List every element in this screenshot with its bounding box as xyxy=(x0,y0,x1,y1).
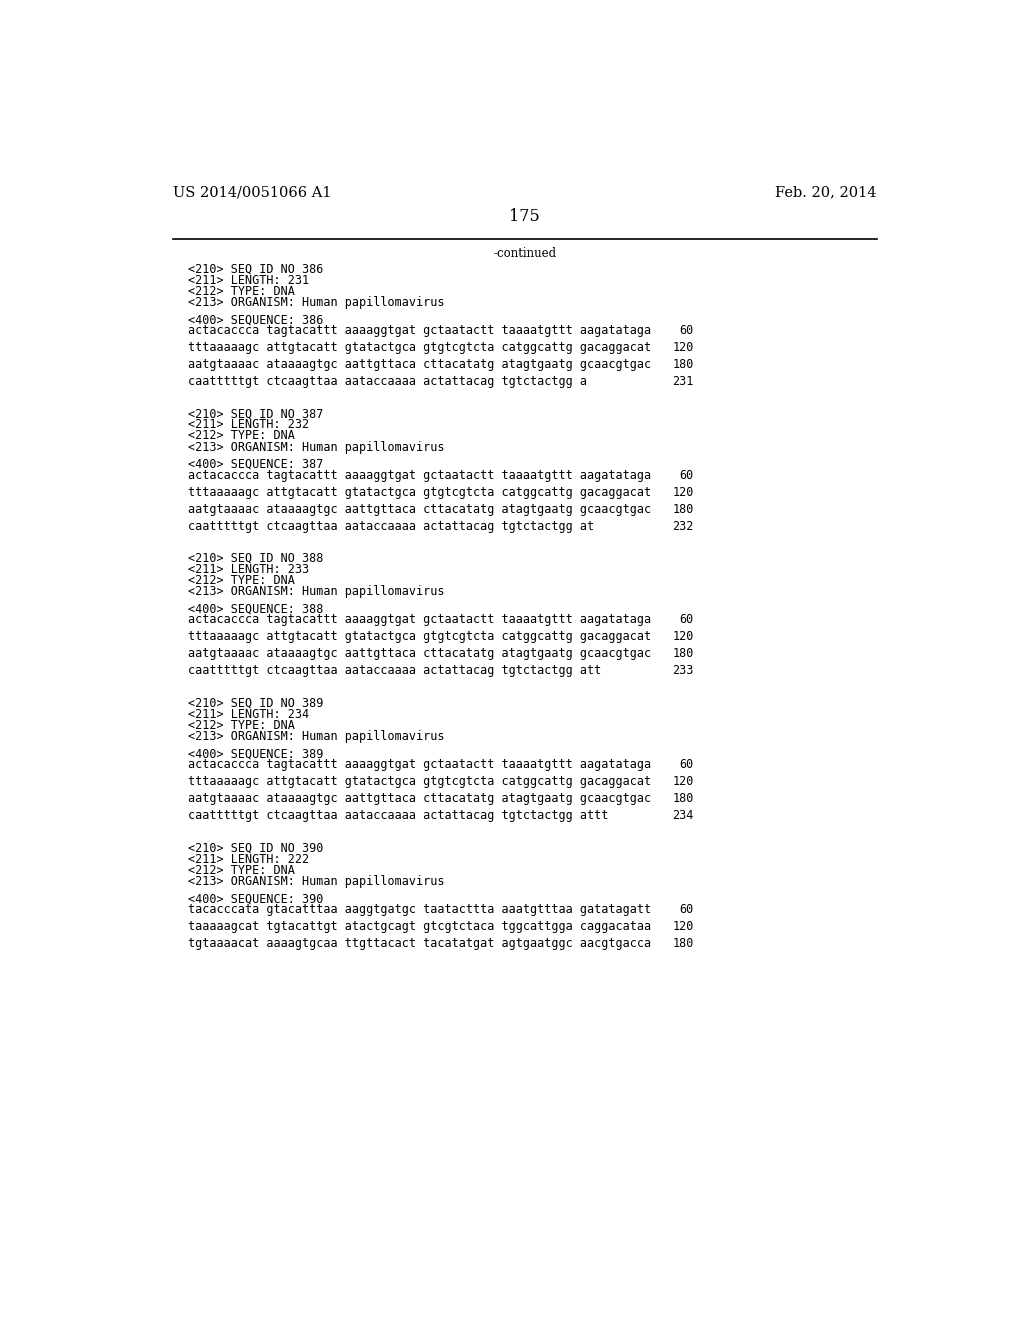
Text: <212> TYPE: DNA: <212> TYPE: DNA xyxy=(188,285,295,298)
Text: actacaccca tagtacattt aaaaggtgat gctaatactt taaaatgttt aagatataga: actacaccca tagtacattt aaaaggtgat gctaata… xyxy=(188,469,651,482)
Text: <213> ORGANISM: Human papillomavirus: <213> ORGANISM: Human papillomavirus xyxy=(188,441,445,454)
Text: <212> TYPE: DNA: <212> TYPE: DNA xyxy=(188,719,295,733)
Text: 60: 60 xyxy=(680,614,693,627)
Text: 234: 234 xyxy=(673,809,693,822)
Text: tttaaaaagc attgtacatt gtatactgca gtgtcgtcta catggcattg gacaggacat: tttaaaaagc attgtacatt gtatactgca gtgtcgt… xyxy=(188,486,651,499)
Text: 233: 233 xyxy=(673,664,693,677)
Text: caatttttgt ctcaagttaa aataccaaaa actattacag tgtctactgg a: caatttttgt ctcaagttaa aataccaaaa actatta… xyxy=(188,375,588,388)
Text: -continued: -continued xyxy=(494,247,556,260)
Text: <400> SEQUENCE: 389: <400> SEQUENCE: 389 xyxy=(188,747,324,760)
Text: 120: 120 xyxy=(673,631,693,643)
Text: 60: 60 xyxy=(680,758,693,771)
Text: <210> SEQ ID NO 389: <210> SEQ ID NO 389 xyxy=(188,697,324,710)
Text: actacaccca tagtacattt aaaaggtgat gctaatactt taaaatgttt aagatataga: actacaccca tagtacattt aaaaggtgat gctaata… xyxy=(188,614,651,627)
Text: <210> SEQ ID NO 390: <210> SEQ ID NO 390 xyxy=(188,841,324,854)
Text: 60: 60 xyxy=(680,903,693,916)
Text: 120: 120 xyxy=(673,920,693,933)
Text: <211> LENGTH: 233: <211> LENGTH: 233 xyxy=(188,564,309,576)
Text: actacaccca tagtacattt aaaaggtgat gctaatactt taaaatgttt aagatataga: actacaccca tagtacattt aaaaggtgat gctaata… xyxy=(188,323,651,337)
Text: <213> ORGANISM: Human papillomavirus: <213> ORGANISM: Human papillomavirus xyxy=(188,875,445,888)
Text: 175: 175 xyxy=(509,209,541,226)
Text: 180: 180 xyxy=(673,792,693,805)
Text: tacacccata gtacatttaa aaggtgatgc taatacttta aaatgtttaa gatatagatt: tacacccata gtacatttaa aaggtgatgc taatact… xyxy=(188,903,651,916)
Text: aatgtaaaac ataaaagtgc aattgttaca cttacatatg atagtgaatg gcaacgtgac: aatgtaaaac ataaaagtgc aattgttaca cttacat… xyxy=(188,792,651,805)
Text: caatttttgt ctcaagttaa aataccaaaa actattacag tgtctactgg attt: caatttttgt ctcaagttaa aataccaaaa actatta… xyxy=(188,809,609,822)
Text: aatgtaaaac ataaaagtgc aattgttaca cttacatatg atagtgaatg gcaacgtgac: aatgtaaaac ataaaagtgc aattgttaca cttacat… xyxy=(188,503,651,516)
Text: tttaaaaagc attgtacatt gtatactgca gtgtcgtcta catggcattg gacaggacat: tttaaaaagc attgtacatt gtatactgca gtgtcgt… xyxy=(188,775,651,788)
Text: taaaaagcat tgtacattgt atactgcagt gtcgtctaca tggcattgga caggacataa: taaaaagcat tgtacattgt atactgcagt gtcgtct… xyxy=(188,920,651,933)
Text: caatttttgt ctcaagttaa aataccaaaa actattacag tgtctactgg at: caatttttgt ctcaagttaa aataccaaaa actatta… xyxy=(188,520,595,532)
Text: <213> ORGANISM: Human papillomavirus: <213> ORGANISM: Human papillomavirus xyxy=(188,296,445,309)
Text: <400> SEQUENCE: 390: <400> SEQUENCE: 390 xyxy=(188,892,324,906)
Text: 120: 120 xyxy=(673,775,693,788)
Text: actacaccca tagtacattt aaaaggtgat gctaatactt taaaatgttt aagatataga: actacaccca tagtacattt aaaaggtgat gctaata… xyxy=(188,758,651,771)
Text: 120: 120 xyxy=(673,486,693,499)
Text: 60: 60 xyxy=(680,469,693,482)
Text: <212> TYPE: DNA: <212> TYPE: DNA xyxy=(188,863,295,876)
Text: <210> SEQ ID NO 386: <210> SEQ ID NO 386 xyxy=(188,263,324,276)
Text: <211> LENGTH: 231: <211> LENGTH: 231 xyxy=(188,273,309,286)
Text: <211> LENGTH: 234: <211> LENGTH: 234 xyxy=(188,708,309,721)
Text: 231: 231 xyxy=(673,375,693,388)
Text: 180: 180 xyxy=(673,937,693,950)
Text: <212> TYPE: DNA: <212> TYPE: DNA xyxy=(188,574,295,587)
Text: 180: 180 xyxy=(673,358,693,371)
Text: 180: 180 xyxy=(673,503,693,516)
Text: <210> SEQ ID NO 388: <210> SEQ ID NO 388 xyxy=(188,552,324,565)
Text: caatttttgt ctcaagttaa aataccaaaa actattacag tgtctactgg att: caatttttgt ctcaagttaa aataccaaaa actatta… xyxy=(188,664,602,677)
Text: 120: 120 xyxy=(673,341,693,354)
Text: aatgtaaaac ataaaagtgc aattgttaca cttacatatg atagtgaatg gcaacgtgac: aatgtaaaac ataaaagtgc aattgttaca cttacat… xyxy=(188,647,651,660)
Text: tttaaaaagc attgtacatt gtatactgca gtgtcgtcta catggcattg gacaggacat: tttaaaaagc attgtacatt gtatactgca gtgtcgt… xyxy=(188,341,651,354)
Text: <213> ORGANISM: Human papillomavirus: <213> ORGANISM: Human papillomavirus xyxy=(188,585,445,598)
Text: 60: 60 xyxy=(680,323,693,337)
Text: aatgtaaaac ataaaagtgc aattgttaca cttacatatg atagtgaatg gcaacgtgac: aatgtaaaac ataaaagtgc aattgttaca cttacat… xyxy=(188,358,651,371)
Text: tttaaaaagc attgtacatt gtatactgca gtgtcgtcta catggcattg gacaggacat: tttaaaaagc attgtacatt gtatactgca gtgtcgt… xyxy=(188,631,651,643)
Text: <400> SEQUENCE: 388: <400> SEQUENCE: 388 xyxy=(188,603,324,615)
Text: US 2014/0051066 A1: US 2014/0051066 A1 xyxy=(173,185,332,199)
Text: 232: 232 xyxy=(673,520,693,532)
Text: <212> TYPE: DNA: <212> TYPE: DNA xyxy=(188,429,295,442)
Text: tgtaaaacat aaaagtgcaa ttgttacact tacatatgat agtgaatggc aacgtgacca: tgtaaaacat aaaagtgcaa ttgttacact tacatat… xyxy=(188,937,651,950)
Text: <400> SEQUENCE: 386: <400> SEQUENCE: 386 xyxy=(188,313,324,326)
Text: <211> LENGTH: 222: <211> LENGTH: 222 xyxy=(188,853,309,866)
Text: <213> ORGANISM: Human papillomavirus: <213> ORGANISM: Human papillomavirus xyxy=(188,730,445,743)
Text: <211> LENGTH: 232: <211> LENGTH: 232 xyxy=(188,418,309,432)
Text: Feb. 20, 2014: Feb. 20, 2014 xyxy=(775,185,877,199)
Text: <210> SEQ ID NO 387: <210> SEQ ID NO 387 xyxy=(188,407,324,420)
Text: <400> SEQUENCE: 387: <400> SEQUENCE: 387 xyxy=(188,458,324,471)
Text: 180: 180 xyxy=(673,647,693,660)
